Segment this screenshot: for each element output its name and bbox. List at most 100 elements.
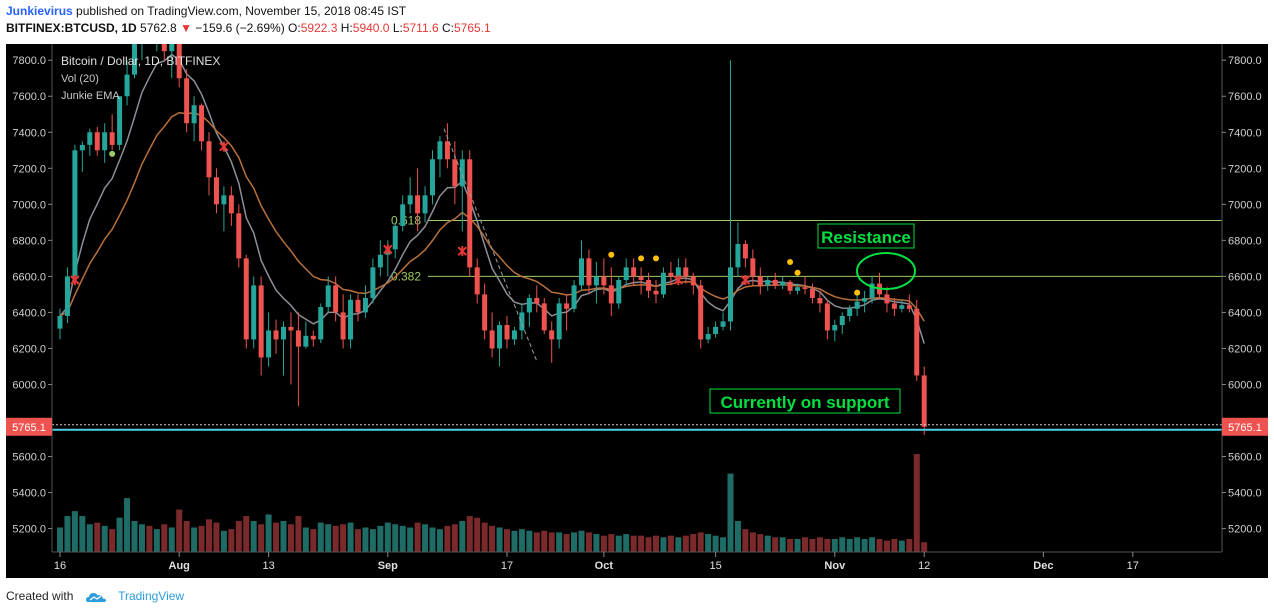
volume-bar (429, 527, 436, 552)
candle-body (221, 195, 227, 205)
candle-body (273, 330, 279, 340)
candle-body (310, 335, 316, 340)
volume-bar (660, 537, 667, 552)
axes: 7800.0 7800.0 7600.0 7600.0 7400.0 7400.0 7200… (6, 44, 1268, 578)
y-tick-label-left: 5200.0 (12, 524, 46, 536)
candle-body (765, 279, 771, 286)
open-value: 5922.3 (300, 21, 338, 35)
x-tick-label: Oct (595, 560, 614, 572)
volume-bar (451, 524, 458, 552)
volume-bar (600, 535, 607, 552)
candle-body (497, 325, 503, 349)
volume-bar (615, 535, 622, 552)
candle-body (288, 326, 294, 331)
tradingview-link[interactable]: TradingView (118, 589, 185, 603)
candle-body (638, 276, 644, 280)
candle-body (87, 132, 93, 145)
volume-bar (94, 522, 101, 552)
candle-body (169, 44, 175, 52)
volume-bars (57, 454, 928, 552)
candle-body (593, 276, 599, 286)
candle-body (415, 195, 421, 214)
volume-bar (191, 527, 198, 552)
candle-body (467, 159, 473, 268)
y-tick-label-right: 5600.0 (1228, 452, 1262, 464)
y-tick-label-left: 6200.0 (12, 343, 46, 355)
volume-bar (921, 542, 928, 552)
candle-body (795, 287, 801, 291)
volume-bar (317, 522, 324, 552)
ohlc-high: H:5940.0 (341, 21, 390, 35)
symbol-label[interactable]: BITFINEX:BTCUSD, 1D (6, 21, 137, 35)
volume-bar (287, 524, 294, 552)
x-tick-label: Sep (378, 560, 398, 572)
volume-bar (556, 532, 563, 552)
green-dot-marker (109, 150, 116, 157)
candle-body (757, 276, 763, 286)
publish-info: published on TradingView.com, November 1… (76, 4, 407, 18)
candle-body (586, 258, 592, 286)
candle-body (742, 243, 748, 259)
volume-bar (734, 520, 741, 552)
candle-body (862, 298, 868, 302)
candlesticks (57, 44, 927, 435)
y-tick-label-right: 7400.0 (1228, 127, 1262, 139)
candle-body (176, 44, 182, 79)
volume-bar (414, 522, 421, 552)
candle-body (124, 74, 130, 97)
y-tick-label-left: 7000.0 (12, 199, 46, 211)
candle-body (251, 285, 257, 340)
candle-body (333, 285, 339, 313)
candle-body (318, 307, 324, 340)
volume-bar (869, 537, 876, 552)
volume-bar (176, 509, 183, 552)
resistance-ellipse (856, 252, 916, 290)
candle-body (839, 316, 845, 326)
created-with-label: Created with (6, 589, 74, 603)
chart-legend: Bitcoin / Dollar, 1D, BITFINEX Vol (20) … (61, 54, 220, 102)
open-label: O: (288, 21, 301, 35)
volume-bar (645, 537, 652, 552)
red-cross-marker (740, 274, 751, 285)
volume-bar (377, 525, 384, 552)
volume-bar (258, 524, 265, 552)
x-tick-label: Dec (1033, 560, 1053, 572)
candle-body (549, 330, 555, 340)
candle-body (422, 195, 428, 214)
yellow-dot-marker (608, 251, 615, 258)
close-value: 5765.1 (453, 21, 491, 35)
volume-bar (481, 522, 488, 552)
candle-body (653, 290, 659, 295)
candle-body (281, 326, 286, 340)
volume-bar (384, 522, 391, 552)
candle-body (698, 285, 704, 340)
volume-bar (675, 537, 682, 552)
candle-body (616, 279, 622, 304)
candle-body (646, 279, 652, 291)
y-tick-label-right: 6800.0 (1228, 235, 1262, 247)
volume-bar (235, 520, 242, 552)
volume-bar (496, 527, 503, 552)
volume-bar (422, 524, 429, 552)
volume-bar (563, 534, 570, 552)
volume-bar (593, 534, 600, 552)
y-tick-label-right: 7600.0 (1228, 91, 1262, 103)
y-tick-label-right: 7800.0 (1228, 55, 1262, 67)
candle-body (362, 298, 368, 313)
candle-body (489, 330, 495, 349)
volume-bar (720, 537, 727, 552)
volume-bar (228, 529, 235, 552)
y-tick-label-right: 6600.0 (1228, 271, 1262, 283)
yellow-dot-marker (653, 255, 659, 262)
author-link[interactable]: Junkievirus (6, 4, 73, 18)
volume-bar (757, 534, 764, 552)
candle-body (780, 281, 786, 286)
ohlc-low: L:5711.6 (393, 21, 439, 35)
volume-bar (220, 530, 227, 552)
candle-body (601, 276, 607, 286)
volume-bar (273, 522, 280, 552)
yellow-dot-marker (787, 258, 794, 265)
candle-body (705, 334, 711, 340)
red-cross-marker (457, 246, 468, 257)
